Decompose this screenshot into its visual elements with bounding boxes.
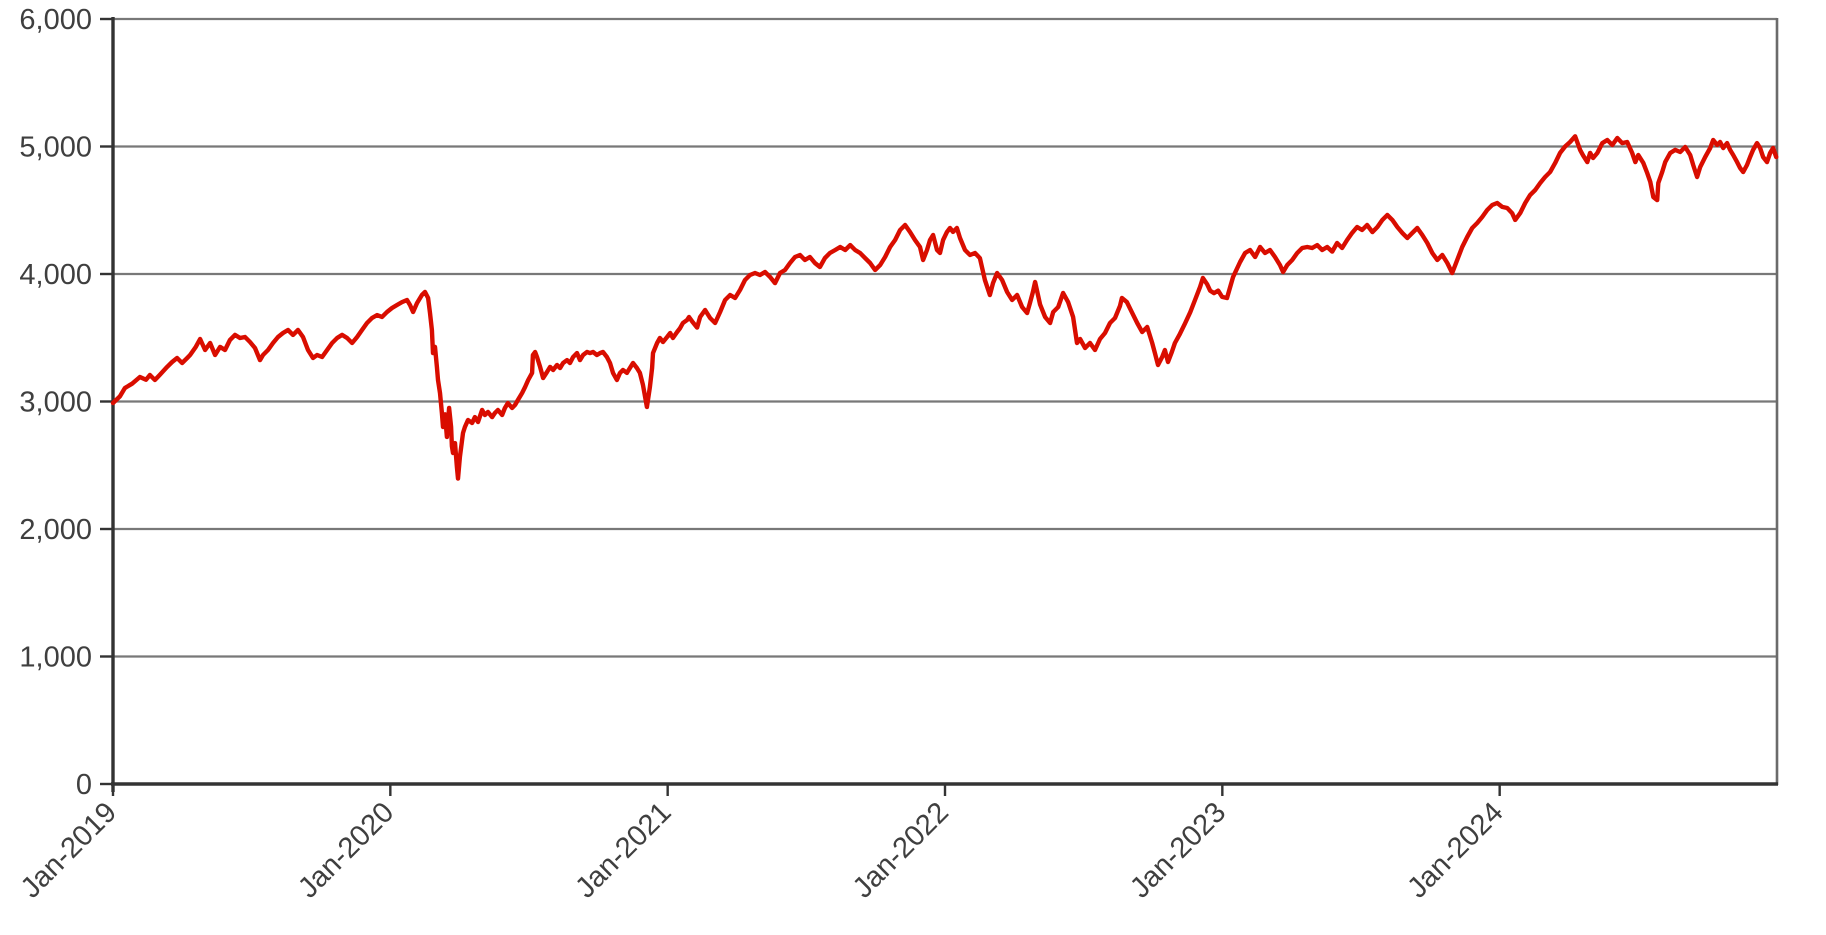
x-tick-label: Jan-2020	[292, 796, 400, 904]
x-tick-label: Jan-2022	[847, 796, 955, 904]
series-line	[110, 134, 1779, 481]
y-tick-label: 5,000	[19, 132, 92, 164]
x-tick-label: Jan-2023	[1124, 796, 1232, 904]
x-tick-label: Jan-2024	[1401, 796, 1509, 904]
x-tick-label: Jan-2021	[569, 796, 677, 904]
y-tick-label: 4,000	[19, 259, 92, 291]
y-tick-label: 2,000	[19, 514, 92, 546]
y-tick-label: 6,000	[19, 4, 92, 36]
y-tick-label: 0	[76, 769, 92, 801]
y-tick-label: 1,000	[19, 642, 92, 674]
y-tick-label: 3,000	[19, 387, 92, 419]
x-tick-label: Jan-2019	[15, 796, 123, 904]
